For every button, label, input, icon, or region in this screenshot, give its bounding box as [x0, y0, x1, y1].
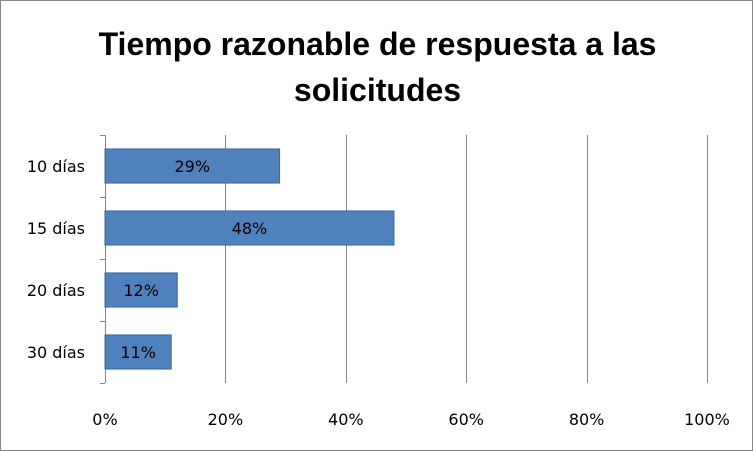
x-tick-label: 80% [569, 410, 605, 429]
data-label: 48% [232, 219, 268, 238]
category-label: 15 días [27, 219, 85, 238]
x-tick-label: 60% [448, 410, 484, 429]
data-label: 12% [123, 281, 159, 300]
bar-15-días [104, 210, 395, 246]
category-label: 30 días [27, 343, 85, 362]
category-label: 20 días [27, 281, 85, 300]
bar-20-días [104, 272, 178, 308]
chart-title-line-2: solicitudes [293, 72, 462, 108]
bar-10-días [104, 148, 281, 184]
x-tick-label: 20% [208, 410, 244, 429]
chart-title: Tiempo razonable de respuesta a las soli… [1, 21, 753, 113]
chart-title-line-1: Tiempo razonable de respuesta a las [98, 26, 657, 62]
data-label: 29% [175, 157, 211, 176]
bar-30-días [104, 334, 172, 370]
data-label: 11% [120, 343, 156, 362]
category-label: 10 días [27, 157, 85, 176]
x-tick-label: 100% [684, 410, 730, 429]
x-tick-label: 40% [328, 410, 364, 429]
x-tick-label: 0% [92, 410, 117, 429]
